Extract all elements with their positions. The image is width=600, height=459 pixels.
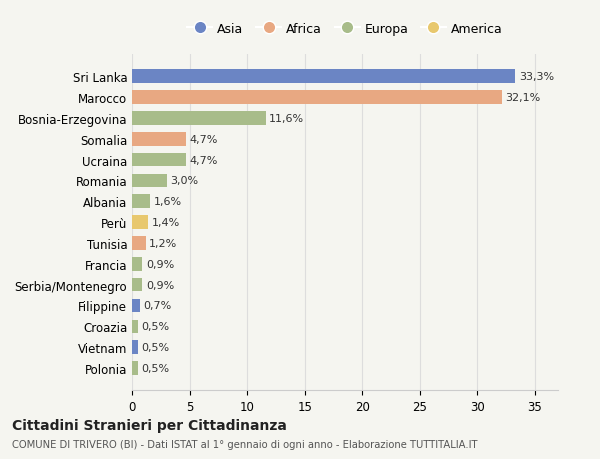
Text: 4,7%: 4,7% bbox=[190, 155, 218, 165]
Bar bbox=[132, 133, 186, 146]
Bar bbox=[132, 361, 138, 375]
Bar bbox=[132, 112, 266, 125]
Bar bbox=[132, 278, 142, 292]
Text: 0,7%: 0,7% bbox=[143, 301, 172, 311]
Text: 3,0%: 3,0% bbox=[170, 176, 198, 186]
Bar bbox=[132, 341, 138, 354]
Text: 0,5%: 0,5% bbox=[141, 322, 169, 331]
Bar bbox=[132, 195, 151, 208]
Bar bbox=[132, 153, 186, 167]
Text: 1,4%: 1,4% bbox=[152, 218, 180, 228]
Text: Cittadini Stranieri per Cittadinanza: Cittadini Stranieri per Cittadinanza bbox=[12, 418, 287, 432]
Text: 1,6%: 1,6% bbox=[154, 197, 182, 207]
Legend: Asia, Africa, Europa, America: Asia, Africa, Europa, America bbox=[182, 18, 508, 41]
Bar bbox=[132, 216, 148, 230]
Bar bbox=[132, 257, 142, 271]
Text: 33,3%: 33,3% bbox=[519, 72, 554, 82]
Text: 0,5%: 0,5% bbox=[141, 363, 169, 373]
Bar bbox=[132, 91, 502, 105]
Text: 1,2%: 1,2% bbox=[149, 238, 178, 248]
Bar bbox=[132, 174, 167, 188]
Text: 4,7%: 4,7% bbox=[190, 134, 218, 145]
Text: 32,1%: 32,1% bbox=[505, 93, 540, 103]
Text: 0,9%: 0,9% bbox=[146, 280, 174, 290]
Text: 11,6%: 11,6% bbox=[269, 114, 304, 123]
Text: COMUNE DI TRIVERO (BI) - Dati ISTAT al 1° gennaio di ogni anno - Elaborazione TU: COMUNE DI TRIVERO (BI) - Dati ISTAT al 1… bbox=[12, 440, 478, 449]
Bar bbox=[132, 70, 515, 84]
Bar bbox=[132, 237, 146, 250]
Text: 0,9%: 0,9% bbox=[146, 259, 174, 269]
Text: 0,5%: 0,5% bbox=[141, 342, 169, 353]
Bar bbox=[132, 299, 140, 313]
Bar bbox=[132, 320, 138, 333]
